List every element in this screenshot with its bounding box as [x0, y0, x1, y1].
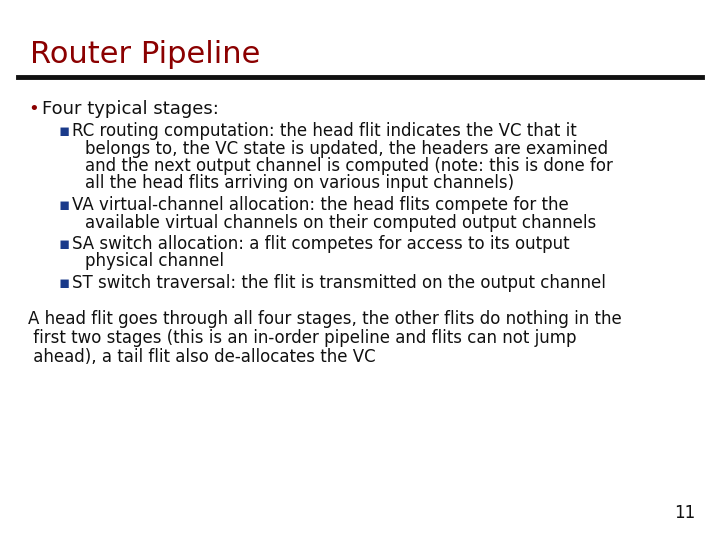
- Text: first two stages (this is an in-order pipeline and flits can not jump: first two stages (this is an in-order pi…: [28, 329, 577, 347]
- Text: SA switch allocation: a flit competes for access to its output: SA switch allocation: a flit competes fo…: [72, 235, 570, 253]
- Text: •: •: [28, 100, 39, 118]
- Text: 11: 11: [674, 504, 695, 522]
- Text: RC routing computation: the head flit indicates the VC that it: RC routing computation: the head flit in…: [72, 122, 577, 140]
- Text: ▪: ▪: [58, 196, 69, 214]
- Text: available virtual channels on their computed output channels: available virtual channels on their comp…: [85, 213, 596, 232]
- Text: Router Pipeline: Router Pipeline: [30, 40, 261, 69]
- Text: ▪: ▪: [58, 274, 69, 292]
- Text: ST switch traversal: the flit is transmitted on the output channel: ST switch traversal: the flit is transmi…: [72, 274, 606, 292]
- Text: belongs to, the VC state is updated, the headers are examined: belongs to, the VC state is updated, the…: [85, 139, 608, 158]
- Text: and the next output channel is computed (note: this is done for: and the next output channel is computed …: [85, 157, 613, 175]
- Text: VA virtual-channel allocation: the head flits compete for the: VA virtual-channel allocation: the head …: [72, 196, 569, 214]
- Text: all the head flits arriving on various input channels): all the head flits arriving on various i…: [85, 174, 514, 192]
- Text: ▪: ▪: [58, 235, 69, 253]
- Text: Four typical stages:: Four typical stages:: [42, 100, 219, 118]
- Text: ahead), a tail flit also de-allocates the VC: ahead), a tail flit also de-allocates th…: [28, 348, 376, 367]
- Text: A head flit goes through all four stages, the other flits do nothing in the: A head flit goes through all four stages…: [28, 309, 622, 327]
- Text: ▪: ▪: [58, 122, 69, 140]
- Text: physical channel: physical channel: [85, 253, 224, 271]
